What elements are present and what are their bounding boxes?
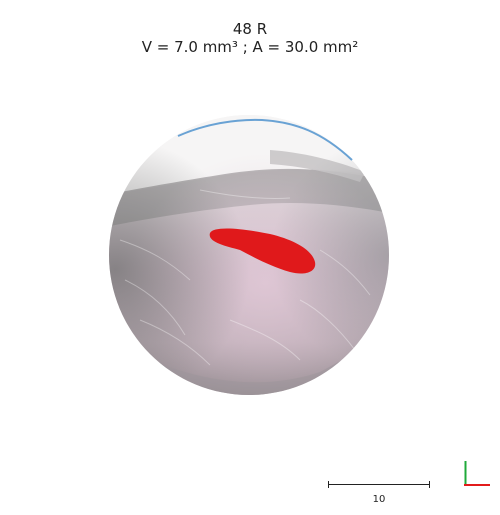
scale-bar-label: 10 <box>372 494 386 505</box>
image-title: 48 R <box>232 20 268 38</box>
measurements-label: V = 7.0 mm³ ; A = 30.0 mm² <box>141 38 359 56</box>
lesion-region <box>209 228 316 274</box>
scan-image <box>109 115 389 395</box>
scan-rim <box>177 118 353 161</box>
xy-axis-icon <box>464 461 490 486</box>
scale-bar <box>328 481 430 488</box>
image-header: 48 R V = 7.0 mm³ ; A = 30.0 mm² <box>0 20 500 56</box>
